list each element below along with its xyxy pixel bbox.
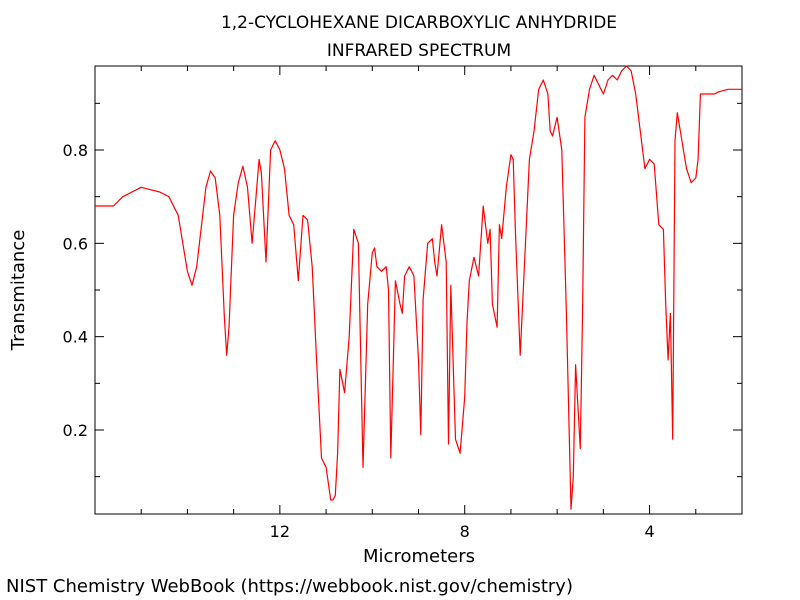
y-tick-label: 0.6 [63, 234, 88, 253]
y-axis-label: Transmitance [8, 230, 29, 352]
axis-ticks [95, 66, 742, 514]
x-tick-label: 12 [270, 522, 290, 541]
plot-area-frame [94, 65, 743, 515]
x-tick-label: 8 [460, 522, 470, 541]
y-tick-label: 0.4 [63, 328, 88, 347]
x-tick-label: 4 [644, 522, 654, 541]
spectrum-line [95, 65, 742, 510]
y-tick-label: 0.2 [63, 421, 88, 440]
x-axis-label: Micrometers [363, 546, 475, 567]
y-tick-label: 0.8 [63, 141, 88, 160]
chart-title-line-2: INFRARED SPECTRUM [327, 41, 511, 61]
chart-title-line-1: 1,2-CYCLOHEXANE DICARBOXYLIC ANHYDRIDE [221, 13, 617, 33]
axis-tick-labels: 12 8 4 0.2 0.4 0.6 0.8 [63, 141, 655, 541]
source-credit: NIST Chemistry WebBook (https://webbook.… [6, 576, 573, 597]
